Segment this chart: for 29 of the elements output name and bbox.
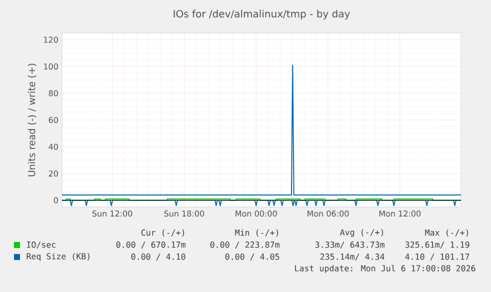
text: 3.33m/ 643.73m [315, 242, 384, 248]
y-tick-label: 0 [54, 197, 58, 204]
text: Last update: Mon Jul 6 17:00:08 2026 [295, 264, 476, 274]
legend-label: IO/sec [27, 242, 56, 248]
y-tick-label: 120 [44, 36, 58, 43]
y-tick-label: 60 [48, 116, 58, 124]
text: 0.00 / 223.87m [210, 242, 280, 248]
y-tick-label: 20 [48, 170, 58, 177]
text: 0.00 / 4.05 [225, 254, 280, 260]
text: 0.00 / 4.10 [131, 254, 186, 260]
legend-label: Req Size (KB) [26, 252, 90, 262]
text: Cur (-/+) [141, 229, 184, 237]
x-tick-label: Mon 12:00 [379, 210, 421, 217]
text: 235.14m/ 4.34 [320, 254, 384, 260]
y-tick-label: 100 [44, 63, 58, 70]
text: Max (-/+) [425, 229, 468, 237]
text: 325.61m/ 1.19 [405, 242, 470, 248]
y-axis-title: Units read (-) / write (+) [28, 64, 36, 176]
text: Min (-/+) [235, 229, 278, 237]
y-tick-label: 80 [48, 90, 58, 96]
y-tick-label: 40 [48, 144, 58, 150]
text: Avg (-/+) [340, 228, 384, 238]
chart-title: IOs for /dev/almalinux/tmp - by day [174, 10, 350, 20]
x-tick-label: Sun 18:00 [164, 210, 204, 217]
x-tick-label: Mon 00:00 [236, 210, 277, 217]
x-tick-label: Mon 06:00 [308, 210, 349, 217]
text: 4.10 / 101.17 [405, 254, 470, 260]
x-tick-label: Sun 12:00 [92, 210, 132, 217]
text: 0.00 / 670.17m [116, 242, 186, 248]
